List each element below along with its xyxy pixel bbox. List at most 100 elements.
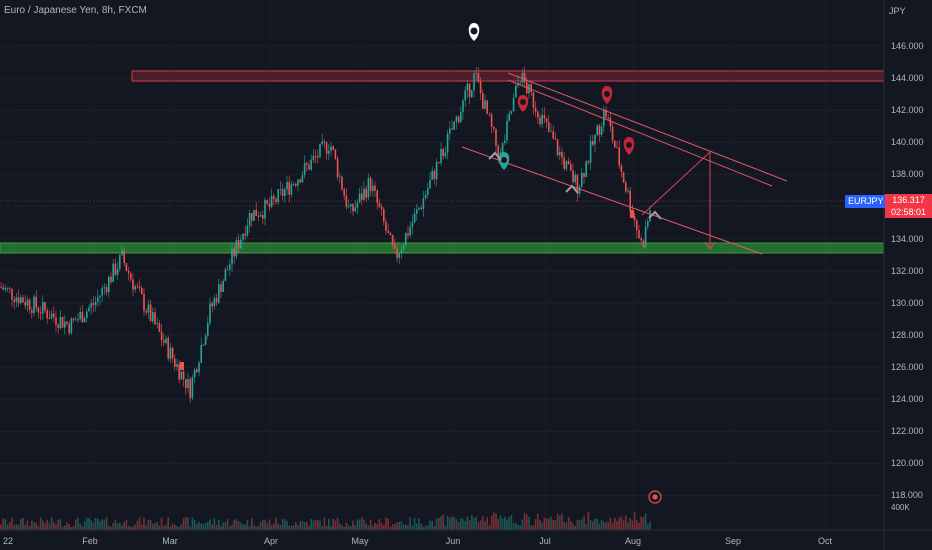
- volume-bar: [479, 520, 482, 530]
- candle-body: [156, 323, 158, 325]
- candle-body: [567, 161, 570, 165]
- volume-bar: [297, 525, 299, 530]
- candle-body: [405, 233, 407, 246]
- candle-body: [341, 176, 343, 190]
- volume-bar: [596, 518, 598, 530]
- volume-bar: [541, 523, 543, 530]
- candle-body: [178, 364, 180, 380]
- candle-body: [222, 281, 224, 292]
- volume-bar: [559, 515, 561, 530]
- candle-body: [200, 344, 202, 363]
- volume-bar: [66, 522, 68, 530]
- volume-bar: [625, 515, 627, 530]
- volume-bar: [391, 524, 394, 530]
- candle-body: [354, 207, 356, 212]
- candle-body: [211, 303, 213, 307]
- event-marker-icon[interactable]: [648, 490, 662, 504]
- candle-body: [149, 304, 152, 322]
- volume-bar: [446, 515, 449, 530]
- candle-body: [583, 172, 585, 177]
- candle-body: [453, 121, 455, 130]
- candle-body: [429, 179, 431, 189]
- volume-bar: [350, 526, 352, 530]
- volume-bar: [523, 512, 526, 530]
- candle-body: [559, 151, 561, 156]
- time-tick-label: Feb: [82, 536, 98, 546]
- candle-body: [121, 250, 123, 256]
- volume-scale-label: 400K: [891, 503, 910, 512]
- volume-bar: [537, 513, 539, 530]
- candle-body: [240, 239, 242, 249]
- volume-bar: [156, 521, 158, 530]
- candle-body: [512, 97, 515, 112]
- candle-body: [97, 297, 99, 302]
- volume-bar: [292, 525, 295, 530]
- candle-body: [369, 178, 372, 192]
- volume-bar: [598, 523, 601, 530]
- volume-bar: [532, 525, 535, 530]
- candle-body: [218, 284, 220, 303]
- candle-body: [616, 147, 618, 149]
- volume-bar: [565, 522, 568, 530]
- candle-body: [479, 81, 482, 93]
- candle-body: [596, 125, 598, 135]
- candle-body: [101, 287, 103, 296]
- time-tick-label: Aug: [624, 536, 642, 546]
- volume-bar: [407, 525, 409, 530]
- candle-body: [237, 240, 240, 249]
- candle-body: [475, 72, 477, 74]
- volume-bar: [545, 518, 548, 530]
- candle-body: [422, 198, 425, 209]
- volume-bar: [31, 520, 33, 530]
- candle-body: [312, 155, 315, 160]
- volume-bar: [189, 526, 191, 530]
- candle-body: [108, 276, 110, 293]
- candle-body: [488, 113, 491, 115]
- volume-bar: [499, 515, 502, 530]
- volume-bar: [35, 522, 37, 530]
- candle-body: [42, 302, 44, 314]
- candle-body: [508, 113, 510, 121]
- candle-body: [176, 364, 178, 367]
- candle-body: [537, 111, 539, 118]
- candle-body: [418, 208, 420, 210]
- candle-body: [473, 73, 475, 91]
- volume-bar: [438, 517, 440, 530]
- volume-bar: [347, 525, 350, 530]
- candle-body: [627, 190, 629, 192]
- symbol-tag: EURJPY: [845, 195, 887, 208]
- candle-body: [35, 296, 37, 308]
- candle-body: [622, 172, 625, 183]
- volume-bar: [587, 511, 590, 530]
- volume-bar: [457, 521, 460, 530]
- volume-bar: [468, 520, 471, 530]
- candle-body: [383, 209, 385, 222]
- candle-body: [262, 215, 264, 219]
- candle-body: [132, 279, 134, 290]
- candle-body: [81, 311, 84, 323]
- volume-bar: [356, 519, 359, 530]
- candle-body: [541, 115, 543, 125]
- candle-body: [209, 303, 211, 324]
- chart-title[interactable]: Euro / Japanese Yen, 8h, FXCM: [4, 5, 147, 16]
- volume-bar: [607, 521, 609, 530]
- volume-bar: [374, 522, 376, 530]
- volume-bar: [506, 519, 508, 530]
- candle-body: [365, 188, 367, 198]
- candle-body: [141, 288, 143, 295]
- candle-body: [248, 212, 251, 226]
- candle-body: [592, 141, 594, 145]
- candle-body: [600, 126, 603, 135]
- candle-body: [119, 255, 121, 269]
- volume-bar: [130, 526, 132, 530]
- volume-bar: [160, 517, 163, 530]
- candle-body: [589, 141, 592, 163]
- volume-bar: [268, 519, 271, 530]
- candle-body: [191, 377, 194, 398]
- grid: [0, 45, 884, 496]
- volume-bar: [594, 518, 596, 530]
- volume-bar: [504, 516, 506, 530]
- candle-body: [636, 220, 638, 231]
- candle-body: [539, 117, 541, 125]
